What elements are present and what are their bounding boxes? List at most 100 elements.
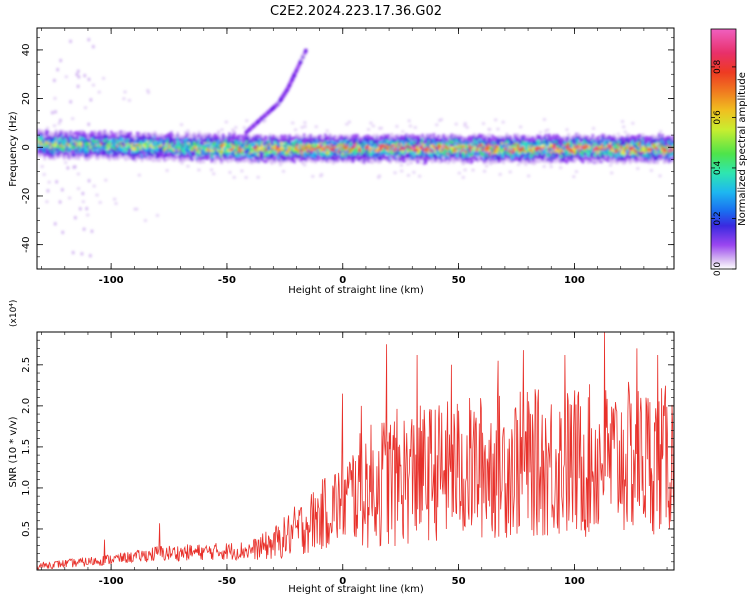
spectrogram-cell xyxy=(387,141,390,144)
spectrogram-cell xyxy=(309,139,313,143)
spectrogram-cell xyxy=(212,147,215,151)
spectrogram-cell xyxy=(298,150,301,153)
spectrogram-cell xyxy=(422,144,426,147)
spectrogram-cell xyxy=(38,154,42,158)
spectrogram-cell xyxy=(213,155,217,159)
spectrogram-cell xyxy=(181,159,184,162)
spectrogram-cell xyxy=(288,141,291,144)
spectrogram-cell xyxy=(317,137,321,140)
spectrogram-cell xyxy=(635,139,638,143)
spectrogram-cell xyxy=(156,144,160,147)
spectrogram-cell xyxy=(187,144,191,148)
spectrogram-cell xyxy=(531,143,535,146)
spectrogram-cell xyxy=(450,138,454,142)
spectrogram-cell xyxy=(59,130,63,133)
spectrogram-cell xyxy=(320,157,324,160)
spectrogram-cell xyxy=(606,144,609,148)
spectrogram-cell xyxy=(640,146,643,149)
spectrogram-cell xyxy=(238,154,241,158)
spectrogram-cell xyxy=(228,136,231,140)
spectrogram-cell xyxy=(341,157,345,160)
spectrogram-cell xyxy=(640,139,643,142)
spectrogram-cell xyxy=(413,157,416,160)
spectrogram-cell xyxy=(576,146,580,149)
spectrogram-cell xyxy=(281,148,285,151)
spectrogram-cell xyxy=(414,142,418,145)
spectrogram-cell xyxy=(223,141,227,145)
spectrogram-cell xyxy=(268,157,272,160)
spectrogram-cell xyxy=(591,134,595,137)
spectrogram-cell xyxy=(646,158,650,161)
spectrogram-cell xyxy=(551,159,554,163)
spectrogram-cell xyxy=(403,156,407,159)
spectrogram-cell xyxy=(546,128,550,132)
spectrogram-cell xyxy=(311,146,314,149)
spectrogram-cell xyxy=(362,147,366,151)
spectrogram-cell xyxy=(111,144,115,147)
spectrogram-cell xyxy=(41,151,45,155)
spectrogram-cell xyxy=(163,136,167,140)
spectrogram-cell xyxy=(302,153,306,156)
spectrogram-cell xyxy=(495,160,499,164)
spectrogram-cell xyxy=(135,148,139,151)
spectrogram-cell xyxy=(273,153,277,156)
spectrogram-cell xyxy=(361,142,364,146)
spectrogram-cell xyxy=(220,142,223,145)
spectrogram-cell xyxy=(236,155,240,158)
spectrogram-cell xyxy=(114,132,118,135)
spectrogram-cell xyxy=(64,148,68,151)
spectrogram-cell xyxy=(103,135,107,138)
spectrogram-cell xyxy=(225,138,228,142)
spectrogram-cell xyxy=(589,152,593,155)
spectrogram-cell xyxy=(445,141,449,144)
spectrogram-cell xyxy=(555,140,559,144)
spectrogram-cell xyxy=(600,160,604,164)
spectrogram-cell xyxy=(547,156,551,160)
spectrogram-cell xyxy=(195,140,199,143)
spectrogram-cell xyxy=(38,147,42,151)
spectrogram-cell xyxy=(398,152,402,155)
spectrogram-cell xyxy=(607,145,611,149)
spectrogram-cell xyxy=(659,130,663,133)
spectrogram-cell xyxy=(61,153,64,156)
spectrogram-cell xyxy=(390,136,394,139)
spectrogram-cell xyxy=(610,171,614,175)
spectrogram-cell xyxy=(194,137,197,141)
spectrogram-cell xyxy=(296,141,300,145)
spectrogram-cell xyxy=(552,143,556,146)
spectrogram-cell xyxy=(97,90,101,94)
spectrogram-cell xyxy=(492,156,496,159)
spectrogram-cell xyxy=(371,140,374,143)
spectrogram-cell xyxy=(148,140,152,144)
spectrogram-cell xyxy=(512,147,515,151)
spectrogram-cell xyxy=(396,138,400,141)
spectrogram-cell xyxy=(372,146,376,150)
spectrogram-cell xyxy=(301,161,304,165)
spectrogram-cell xyxy=(439,136,442,139)
spectrogram-cell xyxy=(114,138,118,141)
spectrogram-cell xyxy=(627,153,630,157)
spectrogram-cell xyxy=(179,155,183,158)
spectrogram-cell xyxy=(508,139,512,143)
spectrogram-cell xyxy=(286,151,290,154)
spectrogram-cell xyxy=(96,147,100,150)
spectrogram-cell xyxy=(291,136,295,140)
spectrogram-cell xyxy=(53,97,57,100)
spectrogram-cell xyxy=(265,151,269,154)
spectrogram-cell xyxy=(481,137,484,141)
spectrogram-cell xyxy=(416,145,420,149)
spectrogram-cell xyxy=(669,151,672,155)
spectrogram-cell xyxy=(536,143,540,147)
spectrogram-cell xyxy=(471,150,475,153)
spectrogram-cell xyxy=(424,150,428,153)
spectrogram-cell xyxy=(403,141,407,145)
spectrogram-cell xyxy=(640,156,643,159)
spectrogram-cell xyxy=(435,148,439,151)
spectrogram-cell xyxy=(82,151,86,154)
spectrogram-cell xyxy=(599,160,603,164)
spectrogram-cell xyxy=(327,136,330,140)
spectrogram-cell xyxy=(54,145,58,148)
spectrogram-cell xyxy=(505,138,509,141)
spectrogram-cell xyxy=(492,154,496,158)
spectrogram-cell xyxy=(278,161,282,164)
